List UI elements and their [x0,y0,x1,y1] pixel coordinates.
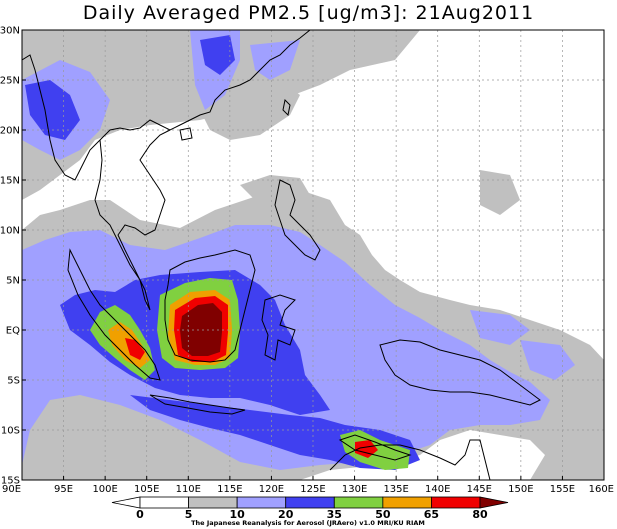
colorbar-segment-8 [479,496,509,509]
chart-title: Daily Averaged PM2.5 [ug/m3]: 21Aug2011 [82,2,535,24]
colorbar-segment-0 [111,496,141,509]
colorbar-label-6: 65 [424,508,439,521]
coast-borneo [164,249,256,363]
red-region-sumatra [125,338,145,360]
lat-label-9: 15S [1,476,20,487]
lon-label-0: 90E [2,484,21,495]
gray-region-east [480,170,520,215]
blue-region-china [200,35,235,75]
credit-text: The Japanese Reanalysis for Aerosol (JRA… [191,519,425,527]
colorbar-label-2: 10 [229,508,245,521]
coast-australia [329,439,491,480]
colorbar-segment-6 [382,496,432,509]
colorbar-segment-7 [431,496,481,509]
colorbar-segment-5 [333,496,384,509]
colorbar-label-4: 35 [327,508,342,521]
colorbar-label-3: 20 [278,508,294,521]
lat-label-3: 15N [0,176,20,187]
lon-label-13: 155E [550,484,575,495]
colorbar-label-7: 80 [472,508,488,521]
lon-label-5: 115E [217,484,242,495]
graticule [22,30,604,480]
lon-label-12: 150E [508,484,533,495]
coast-hainan [179,127,193,141]
lon-label-14: 160E [589,484,614,495]
lat-label-0: 30N [0,26,20,37]
gray-region-north [22,30,420,200]
colorbar-segment-1 [139,496,189,509]
lon-label-10: 140E [425,484,450,495]
colorbar-label-1: 5 [185,508,193,521]
coast-newguinea [379,339,541,406]
colorbar-segment-4 [285,496,335,509]
lat-label-8: 10S [1,426,20,437]
darkred-region-borneo [180,303,222,356]
colorbar-label-5: 50 [375,508,391,521]
lat-label-1: 25N [0,76,20,87]
coastlines [22,30,541,480]
lat-label-5: 5N [6,276,20,287]
lon-label-7: 125E [300,484,325,495]
lon-label-3: 105E [134,484,159,495]
colorbar-label-0: 0 [136,508,144,521]
lon-label-11: 145E [467,484,492,495]
lon-label-8: 130E [342,484,367,495]
lon-label-9: 135E [383,484,408,495]
lightblue-region-east1 [470,310,530,345]
coast-java [149,394,246,415]
lightblue-region-southchina [250,40,300,80]
concentration-field [22,30,604,480]
longitude-labels: 90E 95E 100E 105E 110E 115E 120E 125E 130E 135E 14… [2,476,614,495]
coast-mainland-asia [22,30,311,181]
colorbar: 0 5 10 20 35 50 65 80 [111,496,509,521]
lat-label-4: 10N [0,226,20,237]
coast-timor [338,434,412,461]
lightblue-region-east2 [520,340,575,380]
latitude-labels: 30N 25N 20N 15N 10N 5N EQ 5S 10S 15S [0,26,26,487]
lon-label-1: 95E [54,484,73,495]
band-max [180,303,222,356]
lon-label-4: 110E [176,484,201,495]
lon-label-6: 120E [259,484,284,495]
blue-region-north [25,80,80,140]
colorbar-segment-3 [236,496,287,509]
coast-sumatra [67,248,161,381]
lat-label-6: EQ [6,326,20,337]
coast-indochina [94,129,171,311]
lat-label-7: 5S [7,376,20,387]
coast-sulawesi [261,294,296,361]
lon-label-2: 100E [92,484,117,495]
gray-region-philippines [240,175,310,205]
red-region-timor [355,440,378,458]
coast-philippines [274,179,321,261]
gray-region-china [200,80,300,140]
lat-label-2: 20N [0,126,20,137]
coast-taiwan [282,98,291,117]
colorbar-segment-2 [188,496,238,509]
